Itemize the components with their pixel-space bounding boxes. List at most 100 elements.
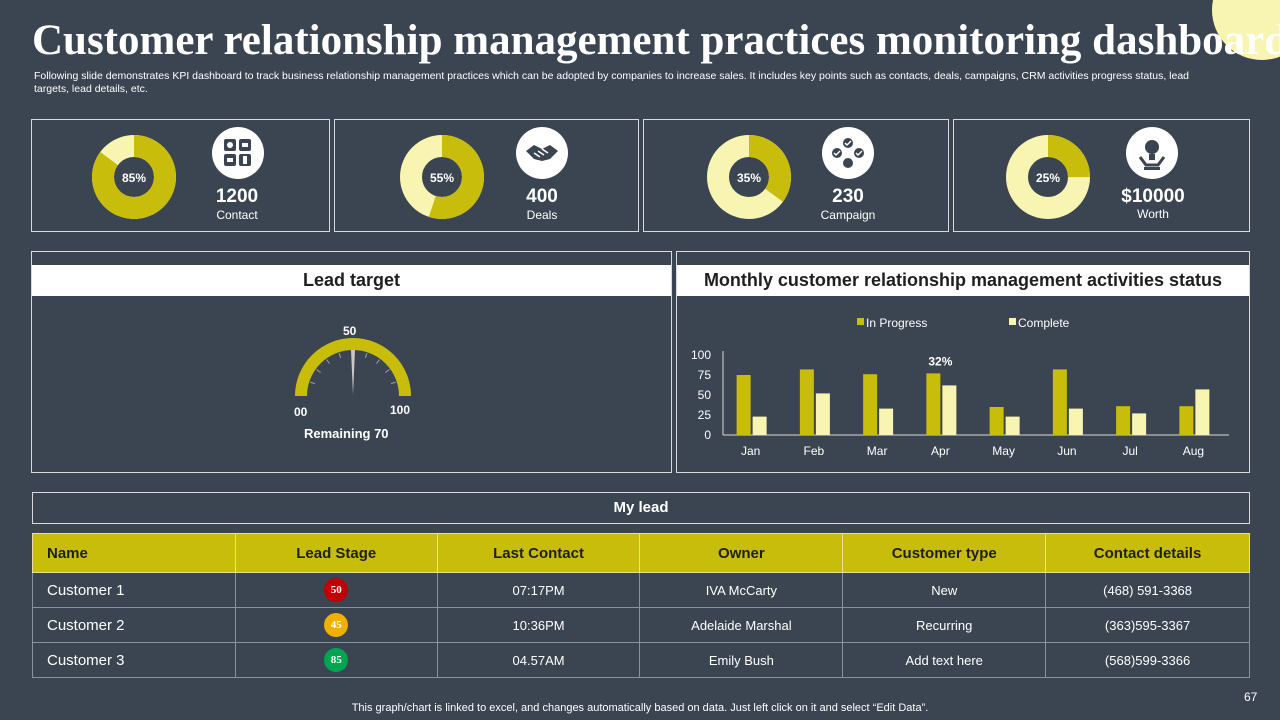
y-tick-label: 50 (698, 388, 712, 402)
kpi-value: 400 (526, 186, 558, 207)
x-tick-label: Jan (741, 444, 760, 458)
customer-type: Recurring (842, 607, 1047, 643)
gauge-arc (295, 338, 411, 397)
gauge-max-label: 100 (390, 403, 411, 417)
column-header: Owner (639, 533, 844, 573)
bar-in-progress (926, 373, 941, 435)
contact-details: (468) 591-3368 (1045, 572, 1250, 608)
gauge-tick (326, 359, 330, 364)
lead-stage-cell: 85 (234, 642, 438, 678)
column-header: Name (32, 533, 236, 573)
gauge-tick (364, 353, 368, 359)
donut-arc (92, 135, 176, 219)
last-contact: 07:17PM (436, 572, 641, 608)
y-tick-label: 100 (691, 348, 711, 362)
lead-stage-cell: 45 (234, 607, 438, 643)
column-header: Contact details (1045, 533, 1250, 573)
bar-complete (879, 408, 894, 435)
y-tick-label: 0 (704, 428, 711, 442)
donut-percent-label: 35% (737, 171, 761, 185)
bar-in-progress (1052, 369, 1067, 435)
idea-trophy-icon (1126, 127, 1178, 179)
bar-complete (1068, 408, 1083, 435)
x-tick-label: May (992, 444, 1015, 458)
lead-stage-cell: 50 (234, 572, 438, 608)
bar-complete (942, 385, 957, 435)
bar-complete (752, 416, 767, 435)
column-header: Last Contact (436, 533, 641, 573)
gauge-needle (351, 350, 355, 395)
donut-percent-label: 25% (1036, 171, 1060, 185)
customer-name: Customer 1 (32, 572, 236, 608)
kpi-value: 1200 (215, 186, 259, 207)
footer-note: This graph/chart is linked to excel, and… (351, 702, 929, 714)
customer-name: Customer 2 (32, 607, 236, 643)
contact-methods-icon (212, 127, 264, 179)
kpi-card-worth: 25% $10000 Worth (953, 119, 1250, 232)
gauge-min-label: 00 (294, 405, 308, 419)
bar-in-progress (863, 374, 878, 435)
table-header-row: Name Lead Stage Last Contact Owner Custo… (32, 533, 1250, 573)
activities-bar-chart: 100 75 50 25 0 Jan Feb Mar Apr May Jun Jul Aug 32% In … (691, 316, 1229, 458)
kpi-label: Deals (526, 208, 558, 222)
legend-swatch (1009, 318, 1016, 325)
handshake-icon (516, 127, 568, 179)
legend-label: In Progress (866, 316, 927, 330)
kpi-value: $10000 (1121, 186, 1185, 207)
page-subtitle: Following slide demonstrates KPI dashboa… (34, 70, 1190, 95)
data-label: 32% (928, 354, 952, 368)
x-tick-label: Feb (804, 444, 825, 458)
y-tick-label: 75 (698, 368, 712, 382)
lead-stage-badge: 85 (324, 648, 349, 672)
owner: Emily Bush (639, 642, 844, 678)
gauge-tick (338, 353, 342, 359)
kpi-label: Worth (1137, 207, 1169, 221)
my-lead-heading: My lead (32, 492, 1250, 524)
gauge-tick (385, 369, 390, 373)
kpi-label: Contact (216, 208, 258, 222)
bar-complete (1005, 416, 1020, 435)
column-header: Lead Stage (234, 533, 438, 573)
kpi-value: 230 (832, 186, 864, 207)
y-tick-label: 25 (698, 408, 712, 422)
lead-target-panel: Lead target 50 00 100 Remaining 70 (31, 251, 672, 473)
customer-type: New (842, 572, 1047, 608)
leads-table: Name Lead Stage Last Contact Owner Custo… (32, 533, 1250, 678)
bar-in-progress (1179, 406, 1194, 435)
column-header: Customer type (842, 533, 1047, 573)
last-contact: 04.57AM (436, 642, 641, 678)
gauge-value-label: 50 (343, 324, 357, 338)
bar-complete (1195, 389, 1210, 435)
gauge-tick (390, 381, 396, 385)
bar-complete (1132, 413, 1147, 435)
table-row: Customer 3 85 04.57AM Emily Bush Add tex… (32, 642, 1250, 678)
table-row: Customer 1 50 07:17PM IVA McCarty New (4… (32, 572, 1250, 608)
page-number: 67 (1244, 690, 1258, 704)
gauge-tick (316, 369, 321, 373)
x-tick-label: Mar (867, 444, 888, 458)
lead-target-heading: Lead target (32, 265, 671, 296)
donut-arc (400, 135, 484, 219)
kpi-card-contact: 85% 1200 Contact (31, 119, 330, 232)
legend-swatch (857, 318, 864, 325)
bar-complete (815, 393, 830, 435)
page-title: Customer relationship management practic… (32, 17, 1280, 64)
kpi-label: Campaign (820, 208, 876, 222)
owner: Adelaide Marshal (639, 607, 844, 643)
owner: IVA McCarty (639, 572, 844, 608)
x-tick-label: Jul (1122, 444, 1137, 458)
last-contact: 10:36PM (436, 607, 641, 643)
table-row: Customer 2 45 10:36PM Adelaide Marshal R… (32, 607, 1250, 643)
legend-label: Complete (1018, 316, 1070, 330)
bar-in-progress (1116, 406, 1131, 435)
x-tick-label: Aug (1183, 444, 1204, 458)
activities-chart-panel: Monthly customer relationship management… (676, 251, 1250, 473)
customer-type: Add text here (842, 642, 1047, 678)
bar-in-progress (989, 407, 1004, 435)
bar-in-progress (799, 369, 814, 435)
donut-arc (1006, 135, 1090, 219)
gauge-tick (376, 359, 380, 364)
campaign-checks-icon (822, 127, 874, 179)
customer-name: Customer 3 (32, 642, 236, 678)
kpi-card-campaign: 35% 230 Campaign (643, 119, 949, 232)
